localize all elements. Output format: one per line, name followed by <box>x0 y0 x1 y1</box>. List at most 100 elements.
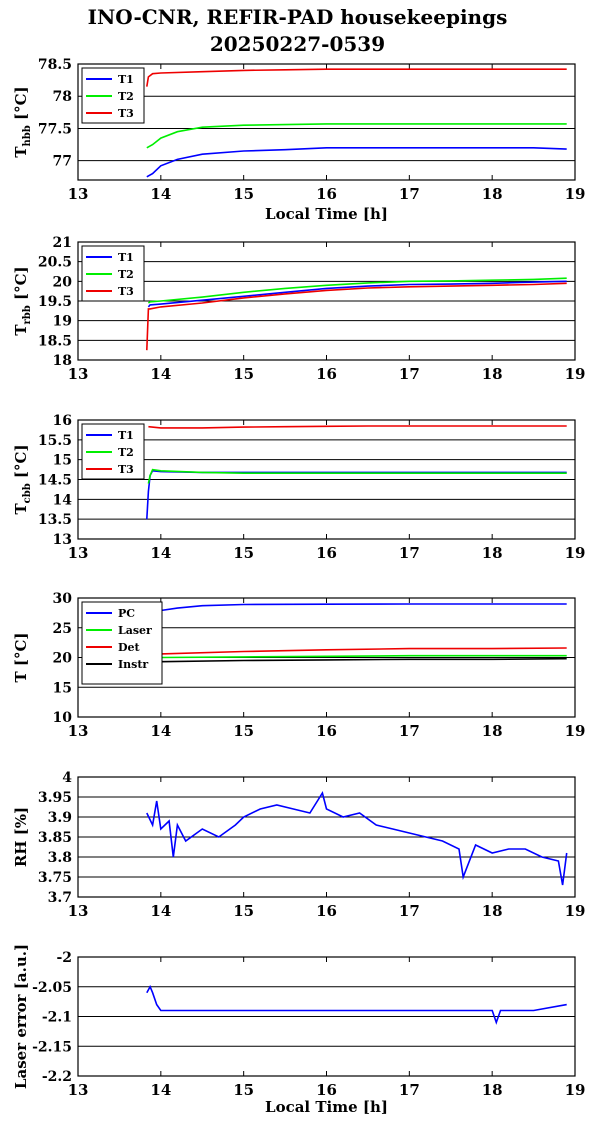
chart-panel-2: 18 18.5 19 19.5 20 20.5 21 13 14 15 16 17 18 19 Trbb [… <box>12 235 585 383</box>
y-tick-label: -2.1 <box>42 1010 72 1026</box>
y-tick-label: 14 <box>53 492 73 508</box>
y-axis-label: Trbb [°C] <box>12 266 33 335</box>
y-axis-label: Laser error [a.u.] <box>12 944 30 1089</box>
x-tick-label: 19 <box>565 1081 586 1099</box>
plot-frame <box>77 241 576 361</box>
plot-frame <box>77 63 576 181</box>
x-tick-label: 16 <box>316 902 337 920</box>
x-tick-label: 14 <box>150 365 171 383</box>
legend-label: Instr <box>118 658 148 671</box>
x-tick-label: 14 <box>150 902 171 920</box>
legend: T1 T2 T3 <box>81 423 145 480</box>
x-tick-label: 14 <box>150 544 171 562</box>
legend-label: PC <box>118 607 135 620</box>
y-tick-label: 18.5 <box>38 333 72 349</box>
x-tick-label: 18 <box>482 722 503 740</box>
y-tick-label: 19.5 <box>38 294 72 310</box>
x-tick-label: 19 <box>565 722 586 740</box>
legend-label: Laser <box>118 624 152 637</box>
y-tick-label: 21 <box>53 235 72 251</box>
x-tick-label: 16 <box>316 544 337 562</box>
y-tick-label: 25 <box>53 621 72 637</box>
x-tick-label: 15 <box>233 902 254 920</box>
x-tick-label: 17 <box>399 1081 420 1099</box>
series-line-t1 <box>146 147 567 178</box>
y-tick-label: 13.5 <box>38 512 72 528</box>
figure-title-line2: 20250227-0539 <box>209 32 386 56</box>
x-tick-label: 16 <box>316 365 337 383</box>
y-tick-label: 30 <box>53 591 73 607</box>
y-tick-label: 3.9 <box>48 810 72 826</box>
series-line-instr <box>146 657 567 663</box>
x-tick-label: 14 <box>150 185 171 203</box>
chart-panel-5: 3.7 3.75 3.8 3.85 3.9 3.95 4 13 14 15 16 17 18 19 RH [… <box>12 770 585 920</box>
series-line-t2 <box>147 468 567 484</box>
y-tick-label: 3.95 <box>38 790 72 806</box>
y-tick-label: 3.8 <box>48 850 72 866</box>
x-tick-label: 15 <box>233 722 254 740</box>
legend-label: T1 <box>118 251 134 264</box>
y-axis-label: RH [%] <box>12 807 30 867</box>
y-tick-label: 78 <box>53 89 72 105</box>
x-tick-label: 19 <box>565 365 586 383</box>
y-tick-label: 3.7 <box>48 890 72 906</box>
y-axis-label: Tcbb [°C] <box>12 444 33 514</box>
plot-frame <box>77 597 576 718</box>
x-tick-label: 16 <box>316 722 337 740</box>
series-line-t2 <box>147 277 567 304</box>
x-tick-label: 18 <box>482 365 503 383</box>
legend: T1 T2 T3 <box>81 67 145 124</box>
x-tick-label: 13 <box>68 1081 89 1099</box>
x-tick-label: 13 <box>68 365 89 383</box>
series-line-t3 <box>146 68 567 87</box>
legend-box <box>81 601 163 685</box>
series-line-t3 <box>146 282 567 351</box>
plot-frame <box>77 956 576 1077</box>
y-tick-label: -2.15 <box>32 1039 72 1055</box>
series-line-pc <box>146 603 567 615</box>
legend: PC Laser Det Instr <box>81 601 163 685</box>
x-tick-label: 18 <box>482 1081 503 1099</box>
x-tick-label: 15 <box>233 365 254 383</box>
legend-label: Det <box>118 641 141 654</box>
y-tick-label: 77.5 <box>38 121 72 137</box>
chart-panel-3: 13 13.5 14 14.5 15 15.5 16 13 14 15 16 17 18 19 Tcbb [… <box>12 413 585 562</box>
y-tick-label: 13 <box>53 532 72 548</box>
y-tick-label: 19 <box>53 314 72 330</box>
chart-panel-1: 77 77.5 78 78.5 13 14 15 16 17 18 19 Thbb [°C] Local… <box>12 57 585 223</box>
x-tick-label: 17 <box>399 544 420 562</box>
x-tick-label: 19 <box>565 902 586 920</box>
legend-label: T3 <box>118 285 134 298</box>
x-tick-label: 15 <box>233 185 254 203</box>
legend-label: T2 <box>118 268 134 281</box>
x-tick-label: 16 <box>316 1081 337 1099</box>
legend-label: T2 <box>118 446 134 459</box>
x-tick-label: 18 <box>482 185 503 203</box>
legend-label: T1 <box>118 73 134 86</box>
y-tick-label: 10 <box>53 710 73 726</box>
x-axis-label: Local Time [h] <box>265 205 388 223</box>
legend-label: T3 <box>118 463 134 476</box>
x-tick-label: 18 <box>482 902 503 920</box>
x-tick-label: 19 <box>565 544 586 562</box>
y-tick-label: 18 <box>53 353 72 369</box>
x-tick-label: 13 <box>68 185 89 203</box>
x-tick-label: 17 <box>399 365 420 383</box>
y-tick-label: 77 <box>53 154 72 170</box>
x-tick-label: 14 <box>150 1081 171 1099</box>
y-tick-label: 3.75 <box>38 870 72 886</box>
x-tick-label: 15 <box>233 544 254 562</box>
x-tick-label: 17 <box>399 722 420 740</box>
y-tick-label: 20 <box>53 274 73 290</box>
y-tick-label: 20 <box>53 651 73 667</box>
figure-title-line1: INO-CNR, REFIR-PAD housekeepings <box>87 5 508 29</box>
plot-frame <box>77 419 576 540</box>
x-tick-label: 13 <box>68 544 89 562</box>
y-tick-label: 20.5 <box>38 255 72 271</box>
chart-panel-4: 10 15 20 25 30 13 14 15 16 17 18 19 T [°C] PC Laser Det… <box>12 591 585 740</box>
series-line-t2 <box>146 123 567 149</box>
y-tick-label: -2 <box>56 950 72 966</box>
chart-panel-6: -2.2 -2.15 -2.1 -2.05 -2 13 14 15 16 17 18 19 Laser … <box>12 944 585 1116</box>
series-line-det <box>146 647 567 656</box>
